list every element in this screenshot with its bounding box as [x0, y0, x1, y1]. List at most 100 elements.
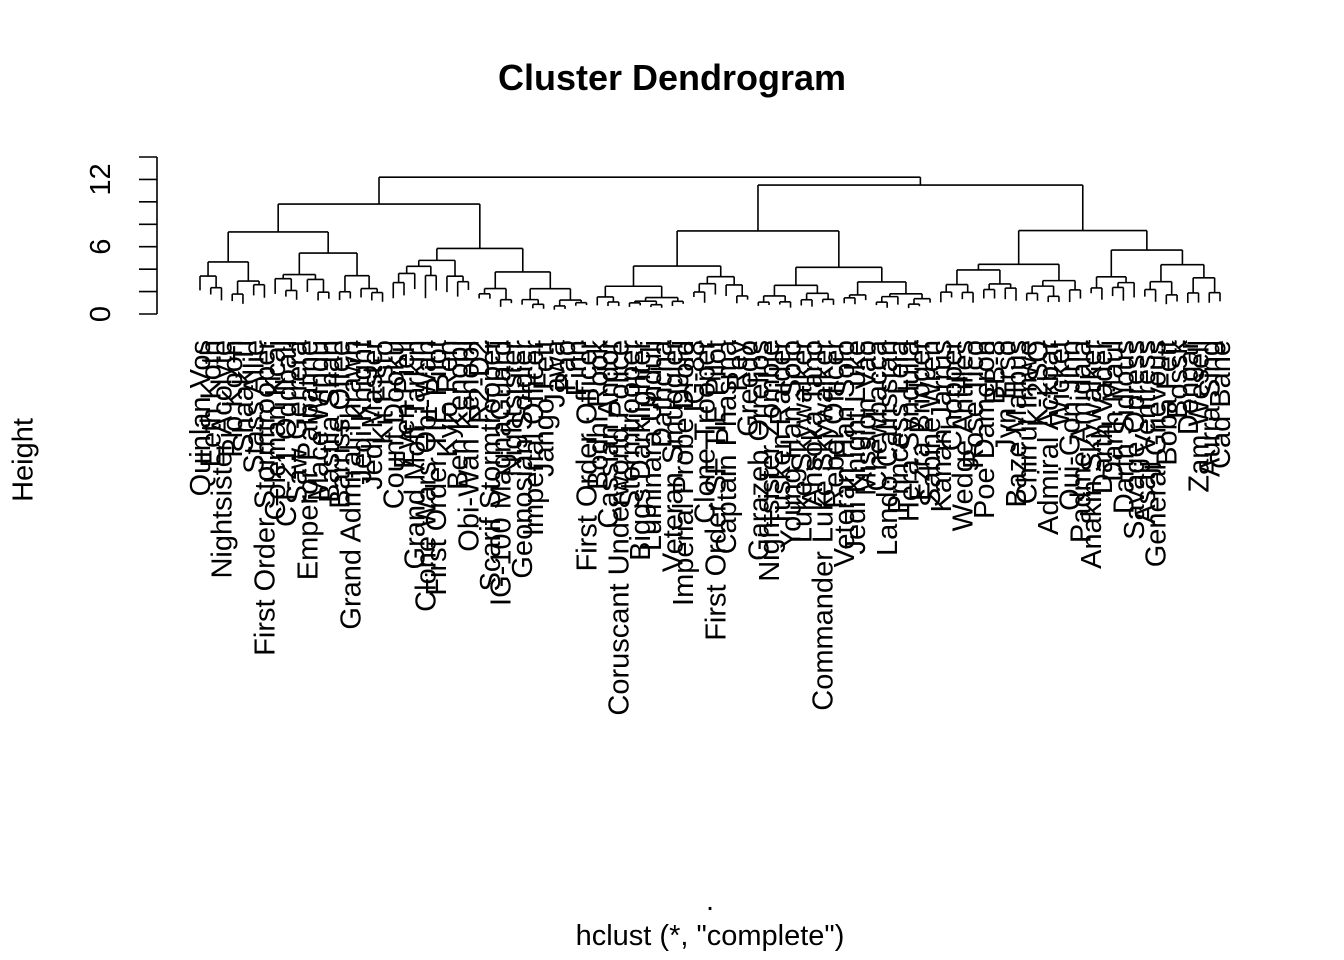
leaf-label: Jedi Knight Luke [840, 340, 872, 554]
leaf-label: Jawa [539, 339, 571, 408]
leaf-label: Jedi Master [357, 340, 389, 490]
leaf-label: Quinlan Vos [185, 340, 217, 496]
leaf-label: Pao [550, 340, 582, 392]
leaf-label: Boba Fett [1151, 340, 1183, 466]
leaf-label: Sabine Wren [915, 340, 947, 507]
leaf-label: Luminara Unduli [636, 340, 668, 551]
leaf-label: CT-21 Oddball [271, 340, 303, 527]
leaf-label: Luke Skywalker [786, 340, 818, 543]
y-tick-label: 6 [85, 239, 117, 255]
leaf-label: Garazeb Orrelios [743, 340, 775, 561]
leaf-label: Jango Fett [529, 340, 561, 477]
leaf-label: Poe Dameron [969, 340, 1001, 519]
leaf-label: Kylo Ren [432, 340, 464, 458]
leaf-label: Captain Phasma [711, 339, 743, 554]
leaf-label: Nightsister [496, 340, 528, 477]
leaf-label: Barriss Offee [325, 340, 357, 509]
leaf-label: IG-88 [679, 340, 711, 413]
leaf-label: Ezra Bridger [904, 340, 936, 502]
leaf-label: Aurra Sing [1194, 340, 1226, 477]
leaf-label: Obi-Wan Kenobi [453, 340, 485, 552]
leaf-label: Coleman Kcaj [260, 340, 292, 521]
chart-title: Cluster Dendrogram [497, 57, 847, 98]
leaf-label: Cad Bane [1205, 340, 1237, 469]
leaf-label: Lando Calrissian [872, 340, 904, 556]
leaf-label: Bastila Shan [314, 340, 346, 503]
leaf-label: Anakin Skywalker [1076, 340, 1108, 569]
leaf-label: Emperor Palpatine [292, 340, 324, 580]
leaf-label: Bodhi Rook [582, 340, 614, 490]
leaf-label: First Order Officer [572, 340, 604, 572]
leaf-label: Padme Amidala [1065, 339, 1097, 543]
leaf-label: Imperial Officer [518, 340, 550, 536]
leaf-label: Rose Tico [958, 340, 990, 469]
leaf-label: Kit Fisto [368, 340, 400, 445]
leaf-label: Geonosian Soldier [507, 340, 539, 579]
leaf-label: Bossk [1162, 340, 1194, 419]
leaf-label: Rey [722, 340, 754, 392]
leaf-label: Nightsister Acolyte [206, 340, 238, 579]
leaf-label: Shaak Ti [228, 340, 260, 453]
leaf-label: BB-8 [980, 340, 1012, 404]
leaf-label: Eeth Koth [196, 340, 228, 467]
leaf-label: Ahsoka Tano [797, 340, 829, 507]
leaf-label: Admiral Ackbar [1033, 340, 1065, 535]
leaf-label: First Order SF TIE Pilot [700, 340, 732, 641]
leaf-label: Coruscant Underworld Police [604, 340, 636, 716]
leaf-label: Plo Koon [217, 340, 249, 458]
leaf-label: Darth Maul [1098, 340, 1130, 482]
leaf-label: Biggs Darklighter [625, 340, 657, 561]
leaf-label: Greedo [733, 340, 765, 437]
leaf-label: Imperial Probe Droid [668, 340, 700, 606]
leaf-label: Qui-Gon Jinn [1055, 340, 1087, 511]
leaf-label: Baze Malbus [1001, 340, 1033, 508]
leaf-label: Asajj Ventress [1130, 340, 1162, 524]
leaf-label: Mission Vao [851, 340, 883, 496]
leaf-label: Nightsister Zombie [754, 340, 786, 582]
leaf-label: IG-100 MagnaGuard [486, 340, 518, 606]
leaf-label: Wicket [1044, 340, 1076, 427]
leaf-label: Mace Windu [303, 340, 335, 501]
leaf-label: Cassian Andor [593, 340, 625, 529]
leaf-label: Kanan Jarrus [926, 340, 958, 513]
leaf-label: Darth Vader [1087, 340, 1119, 495]
leaf-label: R2-D2 [464, 340, 496, 424]
leaf-label: Count Dooku [378, 340, 410, 509]
leaf-label: Princess Leia [883, 339, 915, 514]
y-tick-label: 0 [85, 306, 117, 322]
leaf-label: Grand Moff Tarkin [400, 340, 432, 569]
leaf-label: Chopper [937, 340, 969, 452]
leaf-label: Clone Trooper [690, 340, 722, 524]
leaf-label: Stass Allie [239, 340, 271, 474]
leaf-label: Dathcha [647, 339, 679, 448]
leaf-label: Savage Opress [1119, 340, 1151, 540]
leaf-label: First Order TIE Pilot [421, 340, 453, 596]
x-axis-label: . [705, 885, 715, 917]
leaf-label: Grand Admiral Thrawn [335, 340, 367, 630]
leaf-label: Rebel Officer [818, 340, 850, 509]
leaf-label: Finn [561, 340, 593, 396]
leaf-label: Wedge Antilles [947, 340, 979, 531]
leaf-label: Saw Gerrera [282, 339, 314, 504]
leaf-label: Jyn Erso [990, 340, 1022, 453]
leaf-label: Young Han Solo [776, 340, 808, 549]
leaf-label: First Order Stormtrooper [249, 340, 281, 656]
leaf-label: K-2SO [1022, 340, 1054, 427]
leaf-label: Jedi Knight [346, 340, 378, 484]
leaf-label: Veteran Han Solo [829, 340, 861, 567]
leaf-label: Dengar [1173, 340, 1205, 435]
leaf-label: Stormtrooper [614, 340, 646, 510]
leaf-label: Zam Wesell [1184, 340, 1216, 493]
leaf-label: Chewbacca [861, 339, 893, 491]
leaf-label: Even Piell [389, 340, 421, 469]
leaf-label: General Grievous [1141, 340, 1173, 567]
leaf-label: Chirrut Imwe [1012, 340, 1044, 504]
leaf-label: Hera Syndulla [894, 339, 926, 522]
leaf-label: Clone Wars Obi-Wan [410, 340, 442, 612]
method-subtitle: hclust (*, "complete") [575, 920, 845, 952]
leaf-label: Tusken Raider [765, 340, 797, 528]
leaf-label: Scarif Stormtrooper [475, 340, 507, 592]
leaf-label: Darth Sidious [1108, 340, 1140, 514]
y-tick-label: 12 [85, 163, 117, 195]
